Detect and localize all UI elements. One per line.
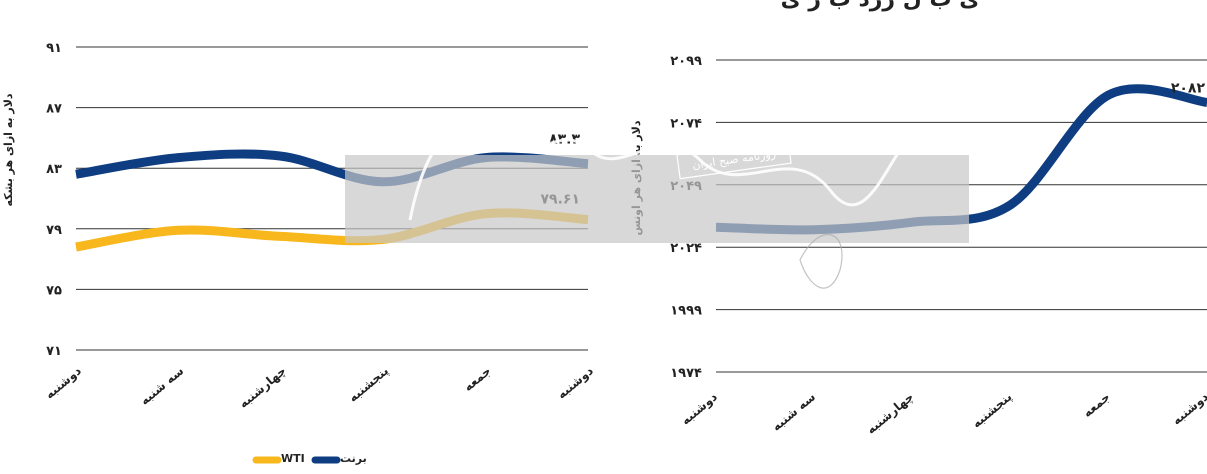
left-x-tick-label: پنجشنبه	[346, 364, 391, 405]
left-y-tick-label: ۷۹	[46, 223, 62, 238]
legend-wti-label: WTI	[281, 452, 305, 465]
right-x-tick-label: دوشنبه	[678, 390, 720, 429]
left-y-tick-label: ۸۳	[46, 162, 62, 177]
right-x-tick-label: چهارشنبه	[864, 390, 917, 437]
watermark-calligraphy-2	[799, 233, 843, 289]
right-y-tick-label: ۲۰۹۹	[670, 54, 702, 69]
left-x-tick-label: سه شنبه	[137, 364, 186, 408]
right-x-tick-label: سه شنبه	[769, 390, 818, 434]
legend: WTI برنت	[252, 452, 367, 465]
left-y-tick-label: ۹۱	[46, 41, 62, 56]
watermark-band	[345, 155, 969, 243]
left-x-tick-label: جمعه	[461, 364, 494, 394]
right-y-tick-label: ۱۹۷۴	[670, 366, 702, 381]
right-y-tick-label: ۲۰۲۴	[670, 241, 702, 256]
legend-brent-label: برنت	[340, 452, 367, 465]
left-y-axis-label: دلار به ازای هر بشکه	[2, 93, 15, 206]
right-x-tick-label: جمعه	[1080, 390, 1113, 420]
right-x-tick-label: پنجشنبه	[969, 390, 1014, 431]
left-y-tick-label: ۸۷	[46, 102, 62, 117]
right-x-tick-label: دوشنبه	[1169, 390, 1207, 429]
right-y-tick-label: ۲۰۷۴	[670, 116, 702, 131]
left-x-tick-label: چهارشنبه	[236, 364, 289, 411]
left-x-tick-label: دوشنبه	[42, 364, 84, 403]
watermark-caption-box	[676, 138, 792, 180]
left-y-tick-label: ۷۱	[46, 344, 62, 359]
right-data-label-1: ۲۰۸۲	[1171, 80, 1206, 96]
watermark: روزنامه صبح ایران	[345, 123, 969, 289]
watermark-calligraphy	[408, 123, 902, 221]
right-y-tick-label: ۱۹۹۹	[670, 304, 702, 319]
right-title: ی ب ل زرد ب ر ی	[781, 0, 980, 12]
left-y-tick-label: ۷۵	[46, 283, 62, 298]
left-x-tick-label: دوشنبه	[554, 364, 596, 403]
